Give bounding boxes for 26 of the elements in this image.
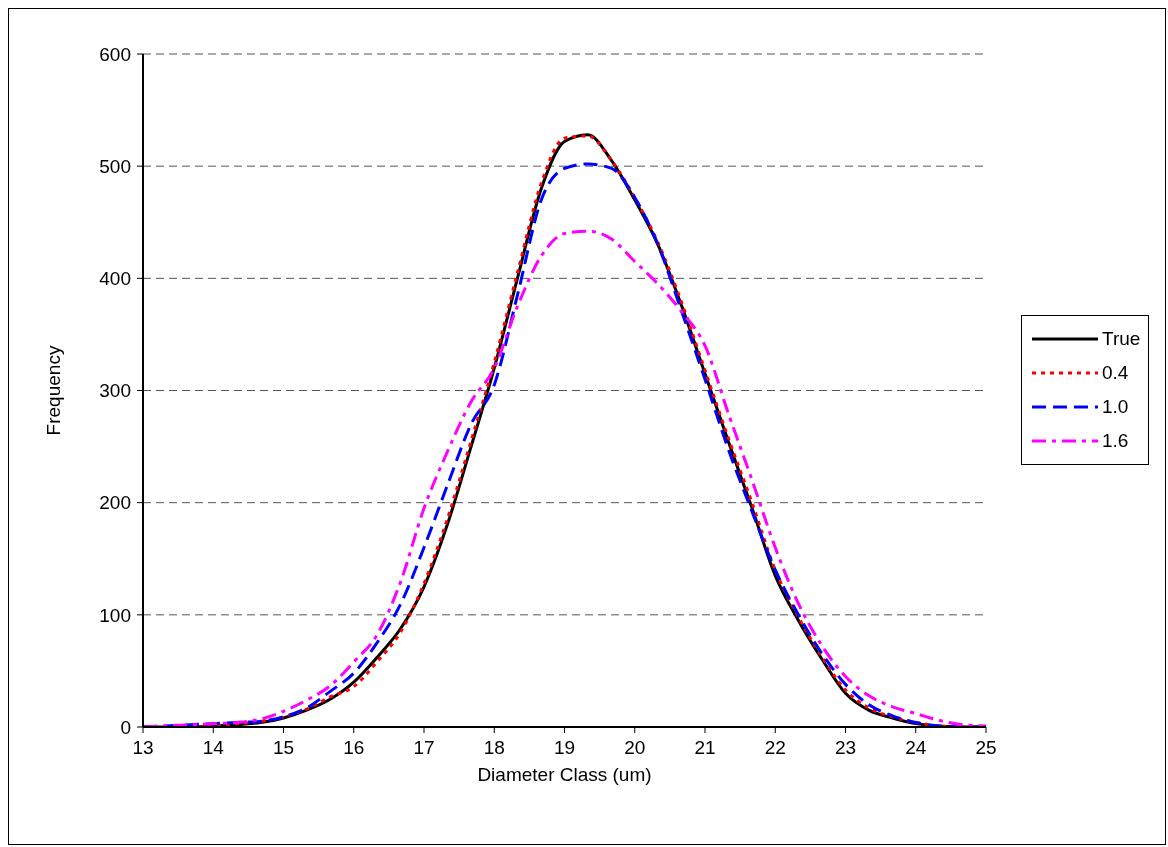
y-tick-label: 600	[99, 43, 131, 65]
y-tick-label: 200	[99, 492, 131, 514]
y-tick-label: 400	[99, 268, 131, 290]
x-tick-label: 14	[202, 737, 225, 759]
x-tick-label: 18	[483, 737, 505, 759]
x-tick-label: 22	[764, 737, 786, 759]
x-tick-label: 19	[553, 737, 576, 759]
x-tick-label: 13	[132, 737, 154, 759]
x-tick-label: 24	[905, 737, 927, 759]
legend-label: 1.6	[1102, 430, 1129, 452]
x-axis-title: Diameter Class (um)	[477, 764, 652, 785]
x-tick-label: 15	[272, 737, 295, 759]
x-tick-label: 23	[834, 737, 857, 759]
y-tick-label: 0	[120, 716, 131, 738]
x-tick-label: 17	[413, 737, 435, 759]
legend-label: 1.0	[1102, 396, 1129, 418]
x-tick-label: 25	[975, 737, 997, 759]
x-tick-label: 20	[624, 737, 646, 759]
y-tick-label: 100	[99, 604, 131, 626]
y-axis-title: Frequency	[42, 345, 64, 436]
legend-label: True	[1102, 328, 1141, 350]
y-tick-label: 500	[99, 155, 131, 177]
x-tick-label: 21	[694, 737, 716, 759]
y-tick-label: 300	[99, 380, 131, 402]
legend-label: 0.4	[1102, 362, 1129, 384]
x-tick-label: 16	[343, 737, 365, 759]
